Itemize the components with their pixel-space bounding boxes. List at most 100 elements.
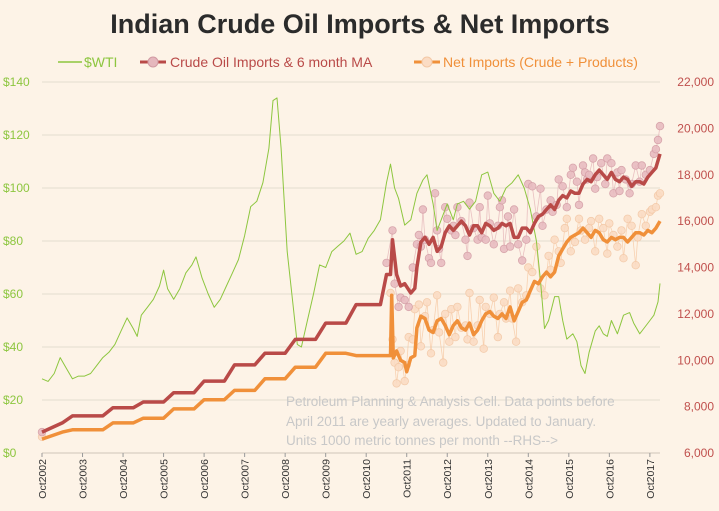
- crude-imports-point: [505, 242, 515, 251]
- crude-imports-point: [388, 226, 397, 235]
- net-imports-point: [562, 214, 571, 223]
- net-imports-point: [655, 189, 665, 198]
- crude-imports-point: [562, 202, 571, 212]
- x-tick-label: Oct2008: [280, 459, 292, 499]
- net-imports-point: [465, 288, 474, 298]
- crude-imports-point: [655, 121, 665, 131]
- net-imports-point: [651, 202, 661, 212]
- source-annotation: Petroleum Planning & Analysis Cell. Data…: [286, 394, 615, 448]
- crude-imports-point: [483, 191, 492, 200]
- crude-imports-point: [430, 189, 440, 198]
- crude-imports-point: [461, 235, 470, 244]
- net-imports-point: [586, 216, 596, 226]
- x-tick-label: Oct2002: [37, 459, 49, 499]
- crude-imports-point: [400, 295, 409, 305]
- net-imports-point: [489, 293, 498, 302]
- net-imports-point: [641, 221, 650, 230]
- x-tick-label: Oct2013: [483, 459, 495, 499]
- crude-imports-point: [518, 256, 527, 265]
- crude-imports-point: [572, 177, 582, 186]
- net-imports-point: [599, 223, 608, 233]
- crude-imports-point: [617, 165, 626, 175]
- x-tick-label: Oct2017: [645, 459, 657, 499]
- crude-imports-point: [651, 144, 661, 154]
- y-axis-left: $0 $20 $40 $60 $80 $100 $120 $140: [3, 75, 30, 460]
- net-imports-ma-line: [41, 220, 662, 441]
- x-tick-label: Oct2009: [321, 459, 333, 499]
- crude-imports-point: [489, 240, 498, 249]
- net-imports-point: [434, 328, 444, 337]
- y-left-tick-label: $100: [3, 181, 30, 195]
- wti-line: [41, 97, 661, 382]
- y-right-tick-label: 14,000: [677, 261, 714, 275]
- x-tick-label: Oct2007: [240, 459, 252, 499]
- x-tick-label: Oct2011: [402, 459, 414, 498]
- x-tick-label: Oct2006: [199, 459, 211, 499]
- x-tick-label: Oct2014: [523, 459, 535, 499]
- y-right-tick-label: 20,000: [677, 121, 714, 135]
- y-left-tick-label: $20: [3, 393, 23, 407]
- net-imports-point: [445, 337, 454, 346]
- x-tick-label: Oct2015: [564, 459, 576, 499]
- net-imports-point: [394, 363, 403, 372]
- net-imports-point: [570, 237, 580, 247]
- x-tick-label: Oct2016: [604, 459, 616, 499]
- y-right-tick-label: 16,000: [677, 214, 714, 228]
- x-tick-label: Oct2010: [361, 459, 373, 499]
- net-imports-point: [617, 226, 626, 235]
- crude-imports-point: [451, 230, 460, 240]
- net-imports-point: [416, 342, 426, 351]
- crude-imports-point: [591, 184, 600, 193]
- y-right-tick-label: 8,000: [684, 400, 714, 414]
- y-left-tick-label: $80: [3, 234, 23, 248]
- crude-imports-point: [615, 186, 624, 196]
- crude-imports-point: [503, 212, 513, 221]
- annotation-line-3: Units 1000 metric tonnes per month --RHS…: [286, 433, 558, 448]
- crude-imports-point: [463, 251, 472, 261]
- crude-imports-point: [601, 179, 610, 189]
- crude-imports-point: [607, 158, 616, 168]
- x-tick-label: Oct2003: [78, 459, 90, 499]
- net-imports-point: [514, 284, 523, 293]
- net-imports-point: [499, 298, 509, 307]
- net-imports-point: [595, 214, 604, 223]
- net-imports-point: [426, 349, 436, 358]
- net-imports-point: [479, 344, 488, 353]
- chart-title: Indian Crude Oil Imports & Net Imports: [110, 9, 610, 39]
- y-right-tick-label: 6,000: [684, 446, 714, 460]
- crude-imports-point: [538, 221, 547, 230]
- crude-imports-point: [437, 258, 446, 268]
- crude-imports-point: [414, 230, 424, 240]
- net-imports-point: [603, 249, 612, 258]
- y-right-tick-label: 10,000: [677, 353, 714, 367]
- crude-imports-point: [495, 202, 505, 212]
- net-imports-point: [441, 309, 450, 319]
- net-imports-point: [511, 337, 521, 346]
- net-imports-point: [453, 302, 462, 312]
- crude-imports-point: [625, 189, 634, 198]
- crude-imports-point: [653, 135, 663, 145]
- x-axis: Oct2002 Oct2003 Oct2004 Oct2005 Oct2006 Oct20…: [37, 452, 660, 499]
- crude-imports-point: [382, 258, 391, 268]
- crude-imports-point: [637, 161, 646, 170]
- crude-imports-point: [568, 163, 578, 172]
- net-imports-point: [528, 267, 537, 277]
- y-axis-right: 6,000 8,000 10,000 12,000 14,000 16,000 18,000…: [677, 75, 714, 460]
- y-right-tick-label: 22,000: [677, 75, 714, 89]
- net-imports-point: [422, 298, 432, 307]
- crude-imports-point: [574, 200, 584, 210]
- crude-imports-point: [475, 202, 484, 212]
- net-imports-point: [627, 221, 636, 230]
- net-imports-point: [469, 337, 478, 346]
- x-tick-label: Oct2005: [159, 459, 171, 499]
- net-imports-point: [637, 209, 646, 219]
- net-imports-point: [580, 235, 590, 244]
- crude-imports-point: [528, 182, 537, 191]
- annotation-line-1: Petroleum Planning & Analysis Cell. Data…: [286, 394, 615, 409]
- net-imports-point: [505, 286, 515, 295]
- net-imports-point: [544, 251, 553, 261]
- crude-imports-point: [566, 170, 575, 179]
- legend-item-wti: $WTI: [58, 54, 117, 70]
